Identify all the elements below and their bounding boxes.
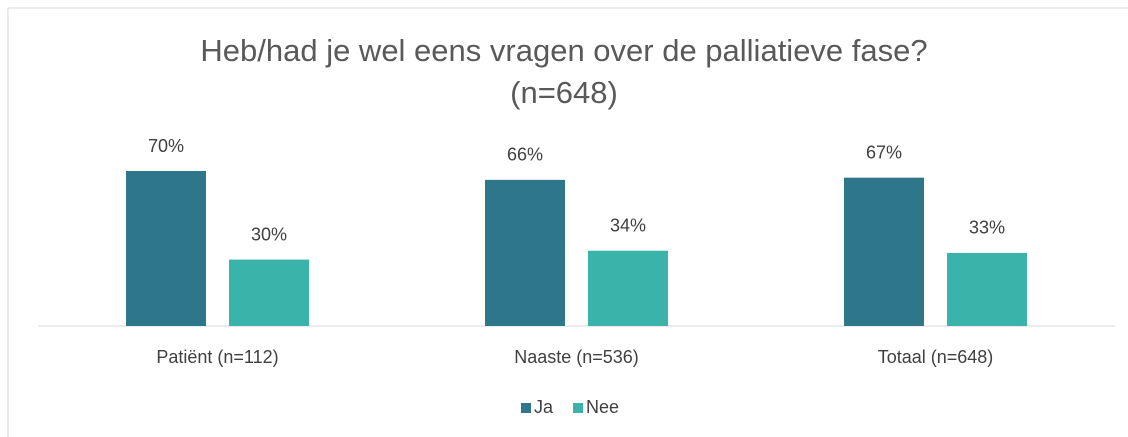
data-label: 33% [969, 218, 1005, 238]
bar [947, 252, 1027, 326]
bar [588, 250, 668, 326]
data-label: 30% [251, 224, 287, 244]
bar [844, 177, 924, 326]
data-label: 34% [610, 215, 646, 235]
chart-title: Heb/had je wel eens vragen over de palli… [200, 33, 928, 110]
data-label: 70% [148, 136, 184, 156]
data-label: 66% [507, 145, 543, 165]
bar [126, 171, 206, 326]
legend-swatch [573, 403, 584, 413]
x-tick-label: Naaste (n=536) [514, 347, 639, 367]
bar [229, 259, 309, 326]
data-label: 67% [866, 142, 902, 162]
x-tick-label: Patiënt (n=112) [156, 347, 278, 367]
x-tick-label: Totaal (n=648) [878, 347, 994, 367]
legend-label: Nee [586, 397, 619, 417]
bar [485, 179, 565, 326]
chart-frame [7, 7, 1128, 437]
legend-swatch [521, 403, 531, 413]
legend-label: Ja [534, 397, 554, 417]
